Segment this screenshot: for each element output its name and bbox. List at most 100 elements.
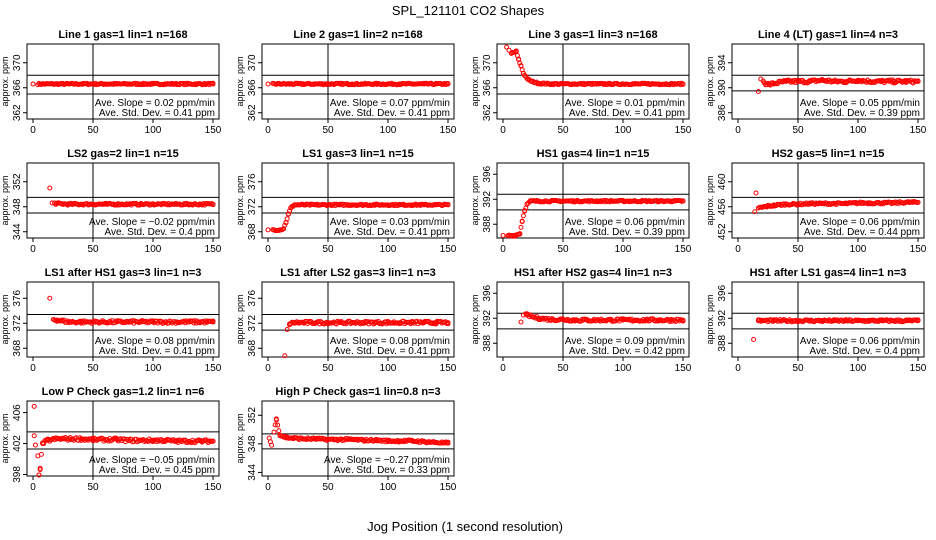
data-point [37,467,43,473]
data-point [445,321,451,327]
data-points [47,295,216,326]
y-tick-label: 396 [717,284,728,301]
data-point [96,320,102,326]
plot-frame [261,43,455,120]
x-tick-label: 100 [380,125,397,136]
x-tick-label: 100 [380,363,397,374]
y-tick-label: 394 [717,54,728,71]
y-axis-label: approx. ppm [235,413,245,463]
plot-frame [731,162,925,239]
data-point [519,219,525,225]
data-point [282,222,288,228]
x-tick-label: 150 [675,125,692,136]
panel-title: Line 1 gas=1 lin=1 n=168 [58,29,187,41]
plot-frame [496,162,690,239]
x-tick-label: 0 [30,244,36,255]
data-point [443,82,449,88]
stddev-stat: Ave. Std. Dev. = 0.4 ppm [104,227,215,238]
data-point [517,60,523,66]
y-axis-label: approx. ppm [705,294,715,344]
stddev-stat: Ave. Std. Dev. = 0.41 ppm [569,108,685,119]
x-tick-label: 150 [910,244,927,255]
data-point [38,451,44,457]
y-tick-label: 402 [12,435,23,452]
y-tick-label: 370 [482,54,493,71]
stddev-stat: Ave. Std. Dev. = 0.44 ppm [804,227,920,238]
data-points [282,318,451,359]
panel-11: HS1 after HS2 gas=4 lin=1 n=3 0 50 100 150 38… [470,267,692,374]
plot-frame [261,281,455,358]
x-tick-label: 0 [265,482,271,493]
x-tick-label: 100 [615,125,632,136]
x-tick-label: 100 [850,125,867,136]
data-point [680,198,686,204]
data-points [751,317,921,342]
panel-title: HS1 after LS1 gas=4 lin=1 n=3 [750,267,907,279]
data-points [500,197,686,239]
x-tick-label: 100 [145,244,162,255]
x-tick-label: 0 [735,125,741,136]
data-points [265,201,451,234]
panel-1: Line 1 gas=1 lin=1 n=168 0 50 100 150 362 366 3… [0,29,222,136]
x-tick-label: 150 [205,363,222,374]
y-tick-label: 370 [12,54,23,71]
data-point [504,44,510,50]
y-tick-label: 352 [247,407,258,424]
slope-stat: Ave. Slope = 0.08 ppm/min [95,336,215,347]
y-tick-label: 344 [12,223,23,240]
x-tick-label: 100 [145,125,162,136]
stddev-stat: Ave. Std. Dev. = 0.41 ppm [99,346,215,357]
data-point [31,403,37,409]
data-point [522,72,528,78]
x-tick-label: 100 [850,363,867,374]
y-axis-label: approx. ppm [470,294,480,344]
y-tick-label: 344 [247,464,258,481]
data-points [31,403,216,478]
data-point [680,81,686,87]
x-tick-label: 0 [500,244,506,255]
y-tick-label: 398 [12,466,23,483]
x-tick-label: 50 [322,125,334,136]
y-tick-label: 460 [717,173,728,190]
plot-frame [26,400,220,477]
y-tick-label: 352 [12,173,23,190]
data-point [272,422,278,428]
y-axis-label: approx. ppm [235,56,245,106]
y-tick-label: 372 [247,314,258,331]
y-tick-label: 392 [717,309,728,326]
panel-2: Line 2 gas=1 lin=2 n=168 0 50 100 150 362 366 3… [235,29,457,136]
panel-title: Low P Check gas=1.2 lin=1 n=6 [42,386,205,398]
y-tick-label: 392 [482,190,493,207]
y-tick-label: 366 [12,79,23,96]
y-tick-label: 370 [247,54,258,71]
y-tick-label: 406 [12,404,23,421]
x-tick-label: 50 [322,482,334,493]
x-tick-label: 150 [205,125,222,136]
data-points [504,44,686,88]
data-point [520,213,526,219]
x-tick-label: 100 [145,482,162,493]
slope-stat: Ave. Slope = 0.06 ppm/min [565,217,685,228]
panel-8: HS2 gas=5 lin=1 n=15 0 50 100 150 452 456 460ap… [705,148,927,255]
plot-frame [496,43,690,120]
x-tick-label: 150 [910,363,927,374]
data-point [751,337,757,342]
plot-frame [26,281,220,358]
y-tick-label: 386 [717,104,728,121]
x-tick-label: 50 [792,244,804,255]
x-tick-label: 50 [87,125,99,136]
x-tick-label: 50 [87,244,99,255]
data-point [518,319,524,325]
y-tick-label: 396 [482,284,493,301]
data-point [36,472,42,478]
data-point [445,81,451,87]
slope-stat: Ave. Slope = 0.03 ppm/min [330,217,450,228]
data-points [47,185,216,208]
data-point [210,318,216,324]
slope-stat: Ave. Slope = −0.05 ppm/min [89,455,215,466]
x-tick-label: 50 [322,244,334,255]
slope-stat: Ave. Slope = 0.08 ppm/min [330,336,450,347]
panel-title: High P Check gas=1 lin=0.8 n=3 [275,386,440,398]
slope-stat: Ave. Slope = 0.07 ppm/min [330,98,450,109]
stddev-stat: Ave. Std. Dev. = 0.42 ppm [569,346,685,357]
